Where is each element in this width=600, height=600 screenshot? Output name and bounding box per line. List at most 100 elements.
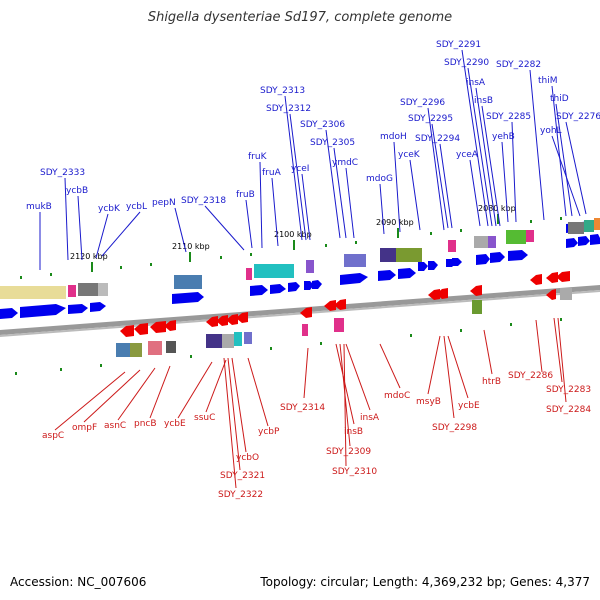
gene-label: SDY_2294 [415,134,460,144]
forward-gene [418,262,428,271]
forward-gene [452,258,462,266]
gene-label: pncB [134,419,157,429]
forward-gene [566,238,578,248]
gene-label: SDY_2306 [300,120,345,130]
gene-label: thiM [538,76,558,86]
gene-label: ycbE [164,419,186,429]
gene-label: ycbL [126,202,147,212]
gene-label: mdoC [384,391,410,401]
gene-label: SDY_2290 [444,58,489,68]
gene-label: yceI [291,164,309,174]
gene-label: SDY_2296 [400,98,445,108]
gene-label: aspC [42,431,64,441]
gene-label: ymdC [332,158,358,168]
forward-gene [378,270,396,281]
forward-gene [0,308,18,319]
forward-gene [398,268,416,279]
forward-gene [270,284,286,294]
reverse-gene [300,307,312,318]
forward-gene [312,280,322,289]
bottom-label-leaders [54,317,567,489]
gene-label: SDY_2313 [260,86,305,96]
gene-label: pepN [152,198,176,208]
gene-label: insA [360,413,380,423]
reverse-gene [436,288,448,299]
gene-label: mdoG [366,174,393,184]
bottom-gene-labels: aspC ompF asnC pncB ycbE ssuC ycbP ycbO … [42,371,591,500]
reverse-gene [428,289,440,300]
bottom-feature-boxes [116,288,572,357]
gene-label: SDY_2322 [218,490,263,500]
reverse-gene [334,299,346,310]
gene-label: SDY_2310 [332,467,377,477]
forward-gene-track [0,221,600,319]
forward-gene [428,261,438,270]
forward-gene [172,292,204,304]
reverse-gene [324,300,336,311]
gene-label: yehB [492,132,515,142]
gene-label: ssuC [194,413,215,423]
minor-ticks [15,217,562,375]
gene-label: SDY_2298 [432,423,477,433]
reverse-gene-track [120,271,570,337]
gene-label: SDY_2276 [556,112,600,122]
gene-label: SDY_2314 [280,403,325,413]
gene-label: thiD [550,94,569,104]
forward-gene [490,252,505,263]
gene-label: yceK [398,150,421,160]
forward-gene [68,304,88,314]
gene-label: SDY_2321 [220,471,265,481]
reverse-gene [134,323,148,335]
reverse-gene [546,272,558,283]
gene-label: mukB [26,202,52,212]
gene-label: ycbP [258,427,280,437]
gene-label: SDY_2285 [486,112,531,122]
scale-tick-label: 2090 kbp [376,218,414,227]
forward-gene [578,236,590,246]
reverse-gene [546,289,556,300]
genome-summary: Topology: circular; Length: 4,369,232 bp… [260,575,590,589]
top-feature-boxes [0,218,600,299]
reverse-gene [556,271,570,282]
gene-label: msyB [416,397,441,407]
gene-label: SDY_2318 [181,196,226,206]
forward-gene [250,285,268,296]
forward-gene [508,250,528,261]
gene-label: ycbB [66,186,88,196]
reverse-gene [226,314,238,325]
gene-label: insB [474,96,493,106]
scale-tick-label: 2120 kbp [70,252,108,261]
reverse-gene [470,285,482,296]
forward-gene [590,234,600,245]
gene-label: insB [344,427,363,437]
gene-label: SDY_2312 [266,104,311,114]
gene-label: htrB [482,377,501,387]
gene-label: ompF [72,423,97,433]
reverse-gene [216,315,228,326]
reverse-gene [236,312,248,323]
gene-label: SDY_2291 [436,40,481,50]
reverse-gene [150,321,166,333]
top-label-leaders [39,49,587,270]
gene-label: SDY_2286 [508,371,553,381]
gene-label: fruK [248,152,268,162]
gene-label: asnC [104,421,126,431]
gene-label: SDY_2283 [546,385,591,395]
gene-label: SDY_2333 [40,168,85,178]
reverse-gene [164,320,176,331]
map-title: Shigella dysenteriae Sd197, complete gen… [147,10,453,25]
gene-label: ycbK [98,204,121,214]
gene-label: fruB [236,190,255,200]
scale-ticks: 2120 kbp 2110 kbp 2100 kbp 2090 kbp 2080… [70,204,516,272]
gene-label: fruA [262,168,282,178]
gene-label: yceA [456,150,479,160]
forward-gene [20,304,66,318]
forward-gene [90,302,106,312]
genome-backbone [0,285,600,337]
reverse-gene [530,274,542,285]
scale-tick-label: 2080 kbp [478,204,516,213]
reverse-gene [206,316,218,327]
forward-gene [340,273,368,285]
gene-label: SDY_2282 [496,60,541,70]
